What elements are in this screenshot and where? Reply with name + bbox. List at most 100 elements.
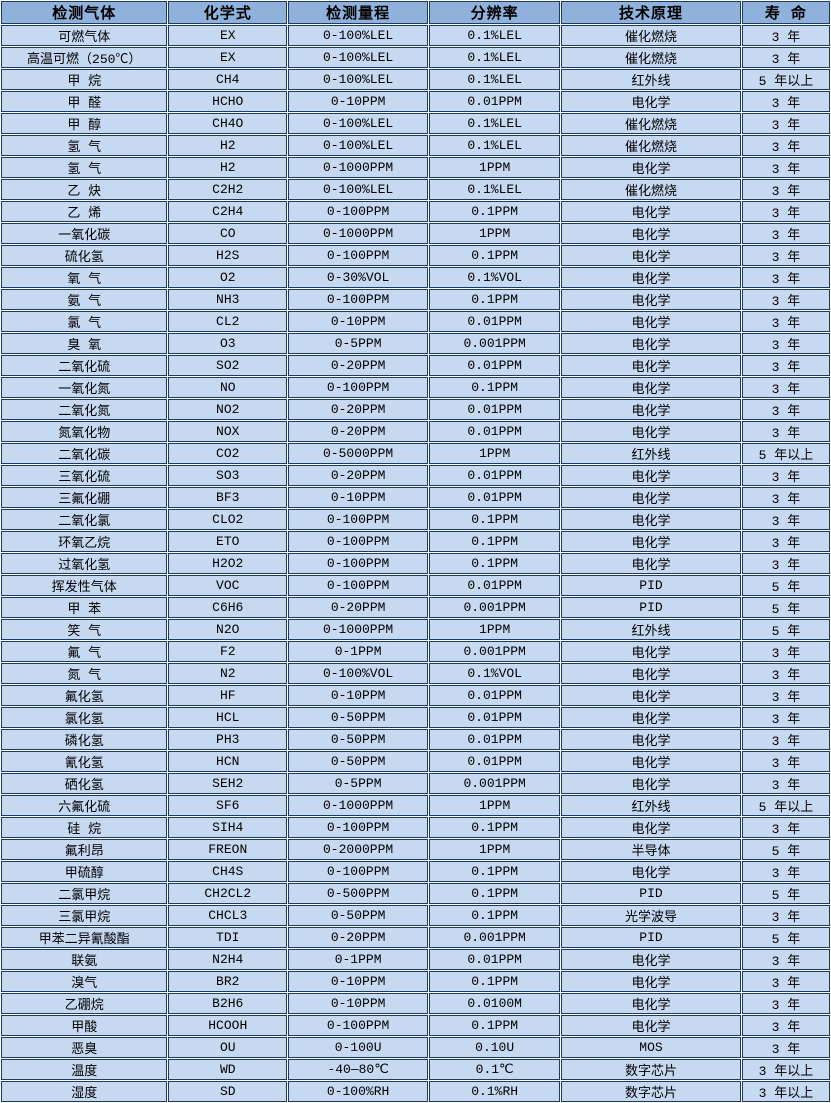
- cell-lifespan: 3 年: [741, 355, 830, 376]
- table-row: 氟化氢 HF 0-10PPM 0.01PPM 电化学 3 年: [1, 685, 830, 706]
- cell-gas-name: 可燃气体: [1, 25, 168, 46]
- table-row: 三氧化硫 SO3 0-20PPM 0.01PPM 电化学 3 年: [1, 465, 830, 486]
- cell-chemical-formula: CH4O: [168, 113, 288, 134]
- table-row: 二氧化氯 CLO2 0-100PPM 0.1PPM 电化学 3 年: [1, 509, 830, 530]
- cell-chemical-formula: EX: [168, 47, 288, 68]
- cell-technical-principle: MOS: [561, 1037, 741, 1058]
- cell-chemical-formula: N2: [168, 663, 288, 684]
- cell-lifespan: 3 年: [741, 553, 830, 574]
- cell-gas-name: 氟化氢: [1, 685, 168, 706]
- table-row: 磷化氢 PH3 0-50PPM 0.01PPM 电化学 3 年: [1, 729, 830, 750]
- cell-resolution: 0.01PPM: [429, 575, 561, 596]
- cell-lifespan: 3 年: [741, 949, 830, 970]
- cell-resolution: 0.1%LEL: [429, 47, 561, 68]
- cell-detection-range: 0-10PPM: [288, 993, 429, 1014]
- cell-gas-name: 氮氧化物: [1, 421, 168, 442]
- cell-technical-principle: 电化学: [561, 1015, 741, 1036]
- cell-detection-range: 0-50PPM: [288, 729, 429, 750]
- cell-gas-name: 甲 醇: [1, 113, 168, 134]
- cell-resolution: 0.01PPM: [429, 751, 561, 772]
- cell-lifespan: 3 年: [741, 47, 830, 68]
- table-row: 氧 气 O2 0-30%VOL 0.1%VOL 电化学 3 年: [1, 267, 830, 288]
- cell-lifespan: 3 年: [741, 399, 830, 420]
- cell-resolution: 0.1%VOL: [429, 663, 561, 684]
- cell-chemical-formula: HCHO: [168, 91, 288, 112]
- cell-detection-range: 0-100%LEL: [288, 135, 429, 156]
- cell-chemical-formula: CL2: [168, 311, 288, 332]
- cell-gas-name: 甲苯二异氰酸酯: [1, 927, 168, 948]
- cell-lifespan: 3 年: [741, 179, 830, 200]
- cell-gas-name: 温度: [1, 1059, 168, 1080]
- cell-gas-name: 二氧化氯: [1, 509, 168, 530]
- cell-resolution: 0.0100M: [429, 993, 561, 1014]
- table-row: 笑 气 N2O 0-1000PPM 1PPM 红外线 5 年: [1, 619, 830, 640]
- cell-lifespan: 3 年: [741, 773, 830, 794]
- table-row: 甲 醛 HCHO 0-10PPM 0.01PPM 电化学 3 年: [1, 91, 830, 112]
- cell-resolution: 0.1%RH: [429, 1081, 561, 1102]
- cell-technical-principle: 电化学: [561, 817, 741, 838]
- cell-chemical-formula: BF3: [168, 487, 288, 508]
- cell-gas-name: 环氧乙烷: [1, 531, 168, 552]
- cell-resolution: 0.01PPM: [429, 707, 561, 728]
- cell-chemical-formula: F2: [168, 641, 288, 662]
- table-row: 湿度 SD 0-100%RH 0.1%RH 数字芯片 3 年以上: [1, 1081, 830, 1102]
- cell-resolution: 1PPM: [429, 839, 561, 860]
- cell-technical-principle: 光学波导: [561, 905, 741, 926]
- cell-detection-range: 0-50PPM: [288, 707, 429, 728]
- cell-resolution: 0.1PPM: [429, 553, 561, 574]
- cell-technical-principle: 电化学: [561, 355, 741, 376]
- table-row: 乙硼烷 B2H6 0-10PPM 0.0100M 电化学 3 年: [1, 993, 830, 1014]
- cell-resolution: 0.1%LEL: [429, 69, 561, 90]
- cell-detection-range: 0-10PPM: [288, 91, 429, 112]
- cell-detection-range: 0-100%LEL: [288, 69, 429, 90]
- cell-chemical-formula: CHCL3: [168, 905, 288, 926]
- cell-chemical-formula: H2O2: [168, 553, 288, 574]
- cell-gas-name: 六氟化硫: [1, 795, 168, 816]
- table-row: 甲苯二异氰酸酯 TDI 0-20PPM 0.001PPM PID 5 年: [1, 927, 830, 948]
- cell-chemical-formula: NO2: [168, 399, 288, 420]
- cell-chemical-formula: C2H4: [168, 201, 288, 222]
- cell-lifespan: 3 年: [741, 971, 830, 992]
- table-row: 高温可燃（250℃） EX 0-100%LEL 0.1%LEL 催化燃烧 3 年: [1, 47, 830, 68]
- cell-lifespan: 3 年: [741, 685, 830, 706]
- cell-gas-name: 溴气: [1, 971, 168, 992]
- cell-technical-principle: 数字芯片: [561, 1081, 741, 1102]
- cell-resolution: 0.01PPM: [429, 949, 561, 970]
- cell-gas-name: 氯 气: [1, 311, 168, 332]
- cell-lifespan: 5 年: [741, 839, 830, 860]
- cell-resolution: 0.01PPM: [429, 311, 561, 332]
- cell-chemical-formula: OU: [168, 1037, 288, 1058]
- cell-gas-name: 硒化氢: [1, 773, 168, 794]
- cell-lifespan: 3 年: [741, 641, 830, 662]
- cell-detection-range: 0-100PPM: [288, 575, 429, 596]
- cell-resolution: 0.1PPM: [429, 1015, 561, 1036]
- cell-chemical-formula: C2H2: [168, 179, 288, 200]
- cell-lifespan: 3 年: [741, 751, 830, 772]
- cell-lifespan: 3 年: [741, 25, 830, 46]
- cell-detection-range: 0-1000PPM: [288, 795, 429, 816]
- cell-gas-name: 挥发性气体: [1, 575, 168, 596]
- cell-chemical-formula: PH3: [168, 729, 288, 750]
- cell-chemical-formula: CH4: [168, 69, 288, 90]
- cell-detection-range: 0-5000PPM: [288, 443, 429, 464]
- cell-detection-range: 0-100%LEL: [288, 179, 429, 200]
- cell-detection-range: 0-100PPM: [288, 377, 429, 398]
- table-row: 甲 醇 CH4O 0-100%LEL 0.1%LEL 催化燃烧 3 年: [1, 113, 830, 134]
- cell-resolution: 0.01PPM: [429, 399, 561, 420]
- cell-detection-range: 0-30%VOL: [288, 267, 429, 288]
- cell-resolution: 0.1℃: [429, 1059, 561, 1080]
- cell-chemical-formula: HF: [168, 685, 288, 706]
- table-row: 甲 苯 C6H6 0-20PPM 0.001PPM PID 5 年: [1, 597, 830, 618]
- table-row: 甲硫醇 CH4S 0-100PPM 0.1PPM 电化学 3 年: [1, 861, 830, 882]
- cell-gas-name: 三氧化硫: [1, 465, 168, 486]
- cell-chemical-formula: N2H4: [168, 949, 288, 970]
- cell-resolution: 0.1PPM: [429, 201, 561, 222]
- cell-lifespan: 3 年: [741, 113, 830, 134]
- cell-detection-range: 0-20PPM: [288, 399, 429, 420]
- cell-resolution: 0.1%LEL: [429, 113, 561, 134]
- table-row: 溴气 BR2 0-10PPM 0.1PPM 电化学 3 年: [1, 971, 830, 992]
- cell-technical-principle: 电化学: [561, 245, 741, 266]
- cell-lifespan: 3 年: [741, 465, 830, 486]
- cell-gas-name: 三氯甲烷: [1, 905, 168, 926]
